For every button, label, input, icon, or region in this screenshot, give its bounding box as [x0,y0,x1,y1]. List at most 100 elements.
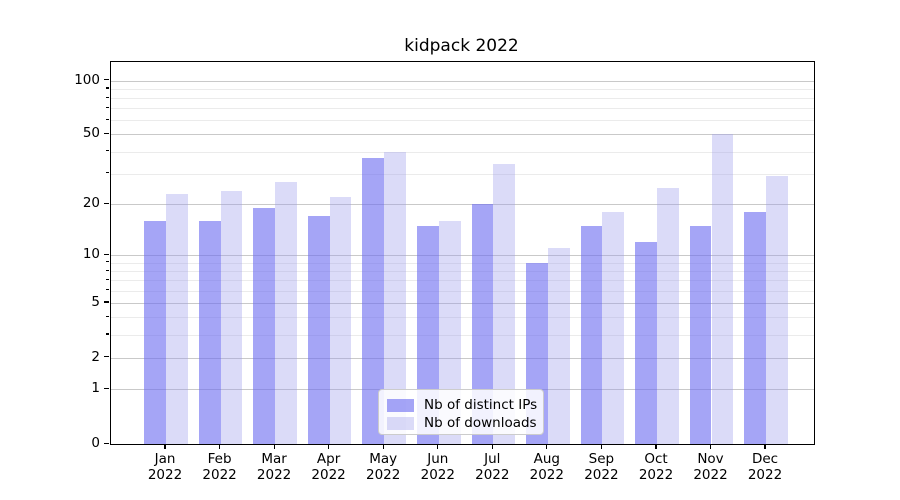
x-tick-label-apr: Apr 2022 [297,451,361,483]
gridline-major-50 [111,134,814,136]
bar-apr-downloads [329,197,352,444]
bar-may-downloads [384,151,406,444]
y-minor-tick-mark-90 [106,87,109,89]
y-tick-mark-2 [104,356,109,358]
gridline-minor-9 [111,262,814,264]
gridline-minor-80 [111,98,814,99]
gridline-minor-70 [111,108,814,110]
x-tick-label-oct: Oct 2022 [624,451,688,483]
y-tick-label-20: 20 [82,195,100,212]
gridline-major-5 [111,302,814,304]
y-minor-tick-mark-80 [106,96,109,98]
y-tick-mark-10 [104,253,109,255]
gridline-major-100 [111,80,814,82]
x-tick-year: 2022 [747,467,783,483]
legend-swatch-downloads [387,416,414,430]
x-tick-year: 2022 [256,467,292,483]
x-tick-mark-aug [546,444,548,449]
gridline-major-20 [111,204,814,206]
bar-sep-ips [580,225,603,444]
x-tick-mark-oct [655,444,657,449]
legend-label-downloads: Nb of downloads [424,415,537,431]
x-tick-label-jun: Jun 2022 [406,451,470,483]
chart-title: kidpack 2022 [404,36,519,56]
x-tick-label-mar: Mar 2022 [242,451,306,483]
gridline-major-10 [111,255,814,257]
x-tick-month: Oct [644,451,668,467]
bar-nov-ips [689,225,712,444]
x-tick-mark-mar [273,444,275,449]
x-tick-year: 2022 [475,467,510,483]
y-minor-tick-mark-3 [106,333,109,335]
bar-oct-downloads [657,187,679,444]
y-minor-tick-mark-30 [106,172,109,174]
y-minor-tick-mark-4 [106,315,109,317]
x-tick-mark-may [382,444,384,449]
y-tick-label-10: 10 [82,246,100,263]
bar-feb-downloads [220,190,243,444]
bar-dec-downloads [766,176,788,444]
y-minor-tick-mark-40 [106,150,109,152]
legend-row: Nb of downloads [387,414,537,432]
bar-jan-ips [144,220,166,444]
plot-area: Nb of distinct IPs Nb of downloads [110,61,815,445]
y-minor-tick-mark-6 [106,289,109,291]
x-tick-label-nov: Nov 2022 [679,451,743,483]
gridline-minor-30 [111,173,814,175]
bar-may-ips [362,157,385,444]
x-tick-label-jan: Jan 2022 [133,451,197,483]
bar-jan-downloads [166,193,188,444]
x-tick-label-may: May 2022 [351,451,415,483]
y-tick-mark-50 [104,132,109,135]
bar-oct-ips [635,242,657,444]
legend: Nb of distinct IPs Nb of downloads [378,389,544,435]
y-tick-mark-0 [104,442,109,444]
y-minor-tick-mark-8 [106,269,109,271]
y-minor-tick-mark-60 [106,118,109,121]
x-tick-month: Mar [261,451,287,467]
bar-mar-downloads [275,181,297,444]
x-tick-month: Aug [533,451,560,467]
bar-jul-ips [471,204,494,444]
bar-nov-downloads [711,134,734,444]
gridline-major-2 [111,357,814,359]
x-tick-label-dec: Dec 2022 [733,451,797,483]
y-tick-mark-20 [104,202,109,204]
bar-jul-downloads [493,164,516,444]
y-tick-mark-5 [104,301,109,303]
gridline-minor-3 [111,334,814,336]
bar-sep-downloads [602,212,625,444]
x-tick-year: 2022 [529,467,564,483]
gridline-minor-40 [111,151,814,153]
y-tick-label-50: 50 [82,125,100,142]
y-tick-label-0: 0 [91,435,100,451]
x-tick-month: Jan [154,451,176,467]
gridline-minor-90 [111,88,814,90]
y-tick-label-1: 1 [91,380,100,397]
x-tick-month: Dec [751,451,779,467]
x-tick-mark-sep [600,444,602,449]
bar-apr-ips [307,216,330,444]
y-tick-label-5: 5 [91,293,100,310]
bar-feb-ips [198,220,221,444]
x-tick-mark-nov [709,444,712,449]
x-tick-mark-jun [437,444,439,449]
x-tick-year: 2022 [202,467,237,483]
x-tick-year: 2022 [420,467,455,483]
x-tick-label-jul: Jul 2022 [460,451,524,483]
x-tick-year: 2022 [311,467,346,483]
legend-label-distinct-ips: Nb of distinct IPs [424,397,538,413]
gridline-minor-8 [111,271,814,272]
x-tick-month: Feb [207,451,232,467]
y-minor-tick-mark-7 [106,278,109,280]
x-tick-mark-jan [164,444,166,449]
legend-row: Nb of distinct IPs [387,396,538,414]
x-tick-mark-dec [764,444,766,449]
x-tick-month: Jun [427,451,449,467]
x-tick-month: Nov [697,451,724,467]
y-tick-mark-1 [104,387,109,390]
gridline-minor-60 [111,120,814,122]
bar-aug-downloads [547,248,570,444]
x-tick-label-aug: Aug 2022 [515,451,579,483]
